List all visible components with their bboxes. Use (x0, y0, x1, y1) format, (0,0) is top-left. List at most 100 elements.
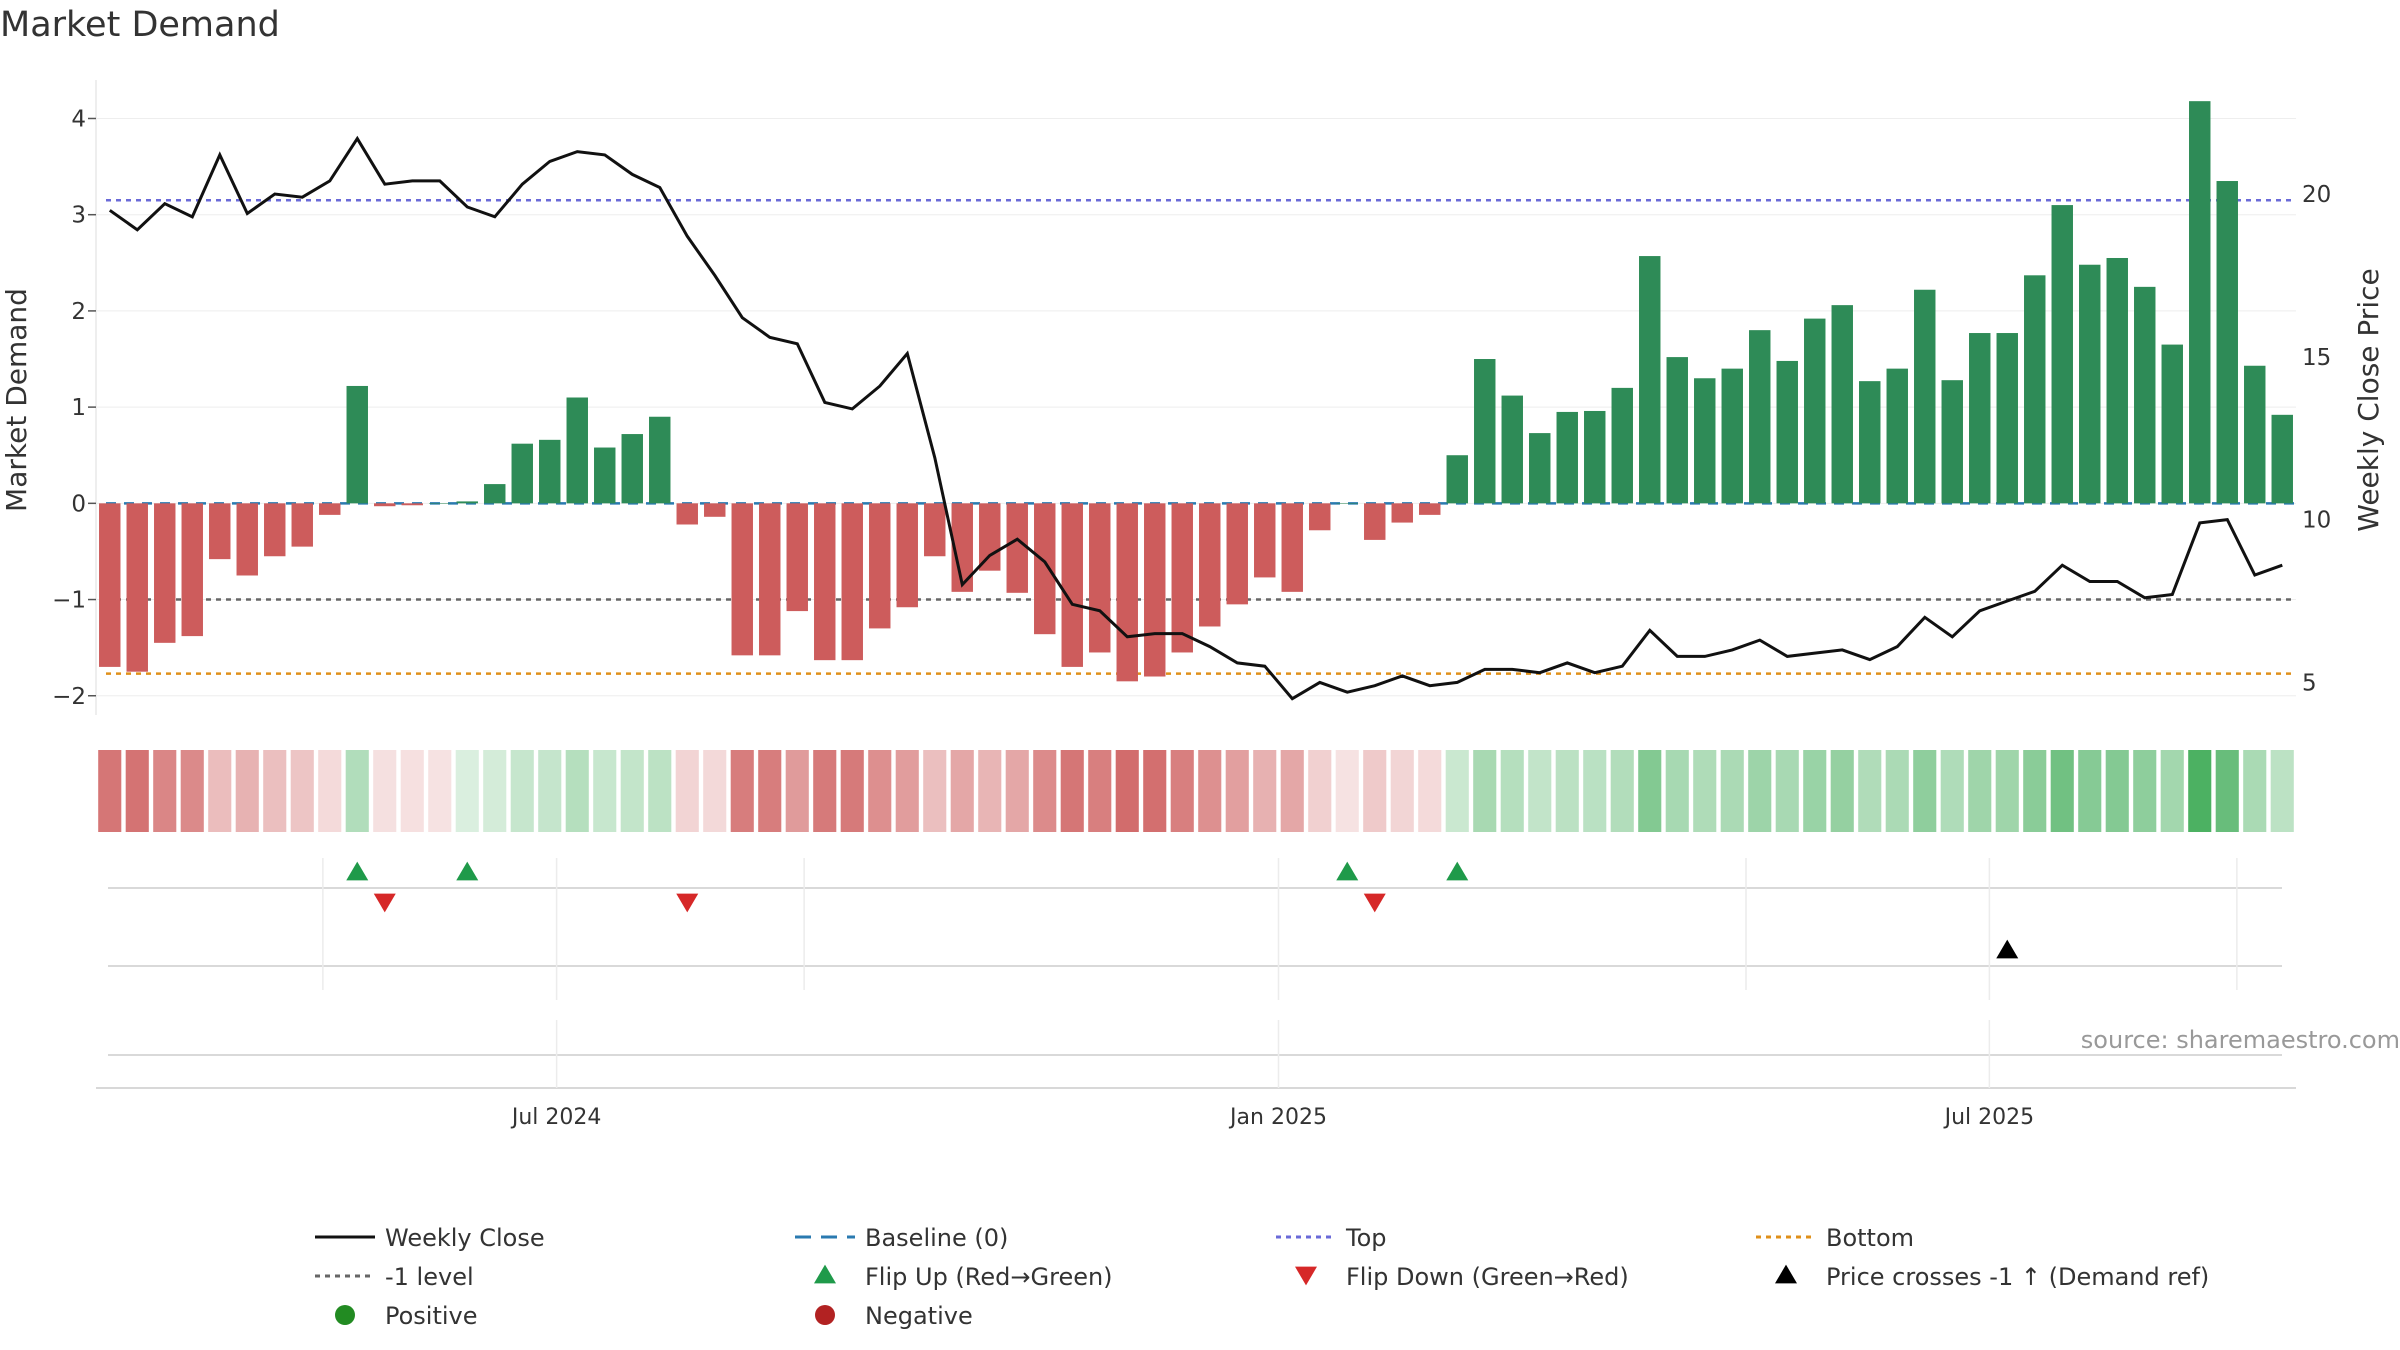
heat-cell (813, 750, 837, 832)
x-tick-label: Jul 2025 (1943, 1105, 2035, 1130)
demand-bar (1776, 360, 1798, 504)
heat-cell (1913, 750, 1937, 832)
y-tick-label: −2 (52, 684, 86, 710)
heat-cell (1500, 750, 1524, 832)
legend-label: Flip Down (Green→Red) (1346, 1263, 1629, 1291)
demand-bar (2051, 205, 2073, 504)
legend-swatch-circle (335, 1305, 355, 1325)
legend-label: Positive (385, 1302, 478, 1330)
heat-cell (2243, 750, 2267, 832)
legend-label: Weekly Close (385, 1224, 545, 1252)
y2-tick-label: 5 (2302, 670, 2317, 696)
heat-cell (1995, 750, 2019, 832)
legend-item: Price crosses -1 ↑ (Demand ref) (1775, 1263, 2209, 1291)
heat-cell (1610, 750, 1634, 832)
legend-label: Baseline (0) (865, 1224, 1008, 1252)
demand-bar (1859, 381, 1881, 504)
heat-cell (1693, 750, 1717, 832)
heat-cell (620, 750, 644, 832)
legend-swatch-triangle-up (814, 1264, 836, 1284)
flip-up-marker (1446, 861, 1469, 881)
demand-bar (1804, 318, 1826, 504)
y-axis-right: 5 10 15 20 (2302, 182, 2331, 696)
heat-cell (1473, 750, 1497, 832)
y2-tick-label: 20 (2302, 182, 2331, 208)
demand-bar (1886, 368, 1908, 504)
y2-tick-label: 10 (2302, 508, 2331, 534)
legend-item: Flip Down (Green→Red) (1295, 1263, 1629, 1291)
legend-label: Negative (865, 1302, 973, 1330)
heat-cell (538, 750, 562, 832)
demand-bar (1666, 357, 1688, 504)
heat-cell (2188, 750, 2212, 832)
demand-bar (2079, 264, 2101, 504)
heat-cell (1143, 750, 1167, 832)
heat-cell (455, 750, 479, 832)
demand-bar (1996, 333, 2018, 504)
flip-up-marker (456, 861, 479, 881)
heat-cell (1280, 750, 1304, 832)
demand-bar (759, 503, 781, 656)
heat-cell (2050, 750, 2074, 832)
legend-item: Weekly Close (315, 1224, 545, 1252)
demand-bar (2134, 286, 2156, 504)
heat-cell (675, 750, 699, 832)
heat-cell (1088, 750, 1112, 832)
demand-bar (786, 503, 808, 612)
demand-bar (1639, 256, 1661, 504)
heat-cell (950, 750, 974, 832)
heat-cell (428, 750, 452, 832)
demand-bar (814, 503, 836, 661)
heat-cell (318, 750, 342, 832)
heat-cell (483, 750, 507, 832)
heat-cell (400, 750, 424, 832)
demand-bar (1914, 289, 1936, 504)
gridlines (95, 80, 2296, 715)
demand-bar (291, 503, 313, 547)
y-tick-label: −1 (52, 588, 86, 614)
demand-bar (1034, 503, 1056, 635)
event-markers (346, 861, 2019, 959)
demand-bar (2161, 344, 2183, 504)
heat-cell (1830, 750, 1854, 832)
source-annotation: source: sharemaestro.com (2081, 1026, 2400, 1054)
heat-cell (1033, 750, 1057, 832)
legend-swatch-circle (815, 1305, 835, 1325)
demand-bar (594, 447, 616, 504)
heat-cell (263, 750, 287, 832)
heat-cell (235, 750, 259, 832)
flip-down-marker (373, 893, 396, 913)
legend-item: Baseline (0) (795, 1224, 1008, 1252)
demand-bar (99, 503, 121, 667)
heat-cell (1940, 750, 1964, 832)
demand-bar (979, 503, 1001, 571)
legend: Weekly Close Baseline (0) Top Bottom -1 leve… (315, 1224, 2209, 1330)
heat-cell (373, 750, 397, 832)
demand-bar (1006, 503, 1028, 593)
heat-cell (1335, 750, 1359, 832)
heat-cell (98, 750, 122, 832)
heat-cell (208, 750, 232, 832)
heat-cell (1363, 750, 1387, 832)
legend-item: Positive (335, 1302, 478, 1330)
demand-bar (2024, 275, 2046, 504)
demand-bar (1336, 503, 1358, 504)
demand-bars (99, 101, 2293, 682)
legend-item: Negative (815, 1302, 973, 1330)
heat-cell (1198, 750, 1222, 832)
heat-cell (1968, 750, 1992, 832)
heat-cell (180, 750, 204, 832)
demand-bar (649, 416, 671, 504)
demand-bar (1254, 503, 1276, 578)
heat-cell (785, 750, 809, 832)
heat-cell (868, 750, 892, 832)
heat-cell (895, 750, 919, 832)
demand-bar (1281, 503, 1303, 592)
weekly-close-line (108, 135, 2283, 701)
heat-cell (593, 750, 617, 832)
x-tick-label: Jan 2025 (1228, 1105, 1327, 1130)
flip-up-marker (1336, 861, 1359, 881)
heat-cell (1885, 750, 1909, 832)
demand-bar (1364, 503, 1386, 540)
